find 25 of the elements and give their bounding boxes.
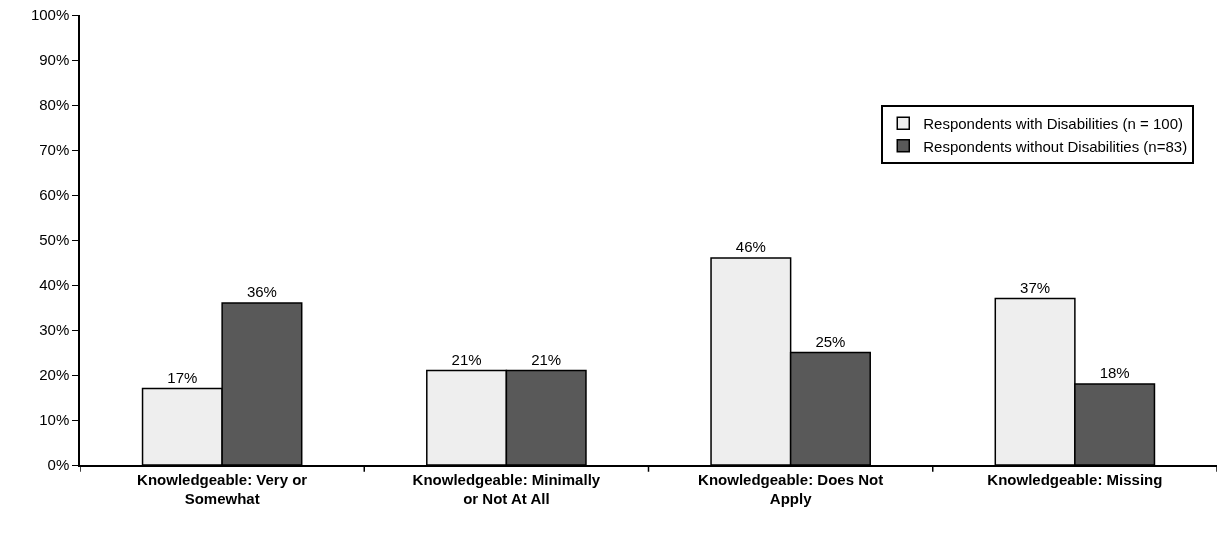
data-label: 36% bbox=[246, 283, 277, 300]
y-tick-label: 0% bbox=[47, 456, 70, 474]
data-label: 46% bbox=[735, 238, 766, 255]
x-tick-label: Knowledgeable: Very or Somewhat bbox=[137, 470, 308, 508]
legend-label: Respondents with Disabilities (n = 100) bbox=[923, 115, 1183, 133]
y-tick-label: 60% bbox=[39, 186, 70, 204]
y-tick-label: 10% bbox=[39, 411, 70, 429]
y-tick-label: 100% bbox=[30, 6, 70, 24]
x-tick-label: Knowledgeable: Minimally or Not At All bbox=[412, 470, 601, 508]
y-tick-label: 20% bbox=[39, 366, 70, 384]
x-tick-label: Knowledgeable: Missing bbox=[987, 470, 1163, 488]
y-tick-label: 90% bbox=[39, 51, 70, 69]
data-label: 17% bbox=[167, 368, 198, 386]
y-tick-label: 80% bbox=[39, 96, 70, 114]
data-label: 37% bbox=[1020, 278, 1051, 296]
data-label: 18% bbox=[1099, 364, 1130, 381]
y-tick-label: 40% bbox=[39, 276, 70, 294]
data-label: 21% bbox=[451, 350, 482, 368]
data-label: 25% bbox=[815, 332, 846, 350]
y-tick-label: 70% bbox=[39, 141, 70, 159]
data-label: 21% bbox=[531, 350, 562, 368]
y-tick-label: 50% bbox=[39, 231, 70, 249]
legend-label: Respondents without Disabilities (n=83) bbox=[923, 137, 1188, 155]
y-tick-label: 30% bbox=[39, 321, 70, 339]
x-tick-label: Knowledgeable: Does Not Apply bbox=[698, 470, 884, 508]
